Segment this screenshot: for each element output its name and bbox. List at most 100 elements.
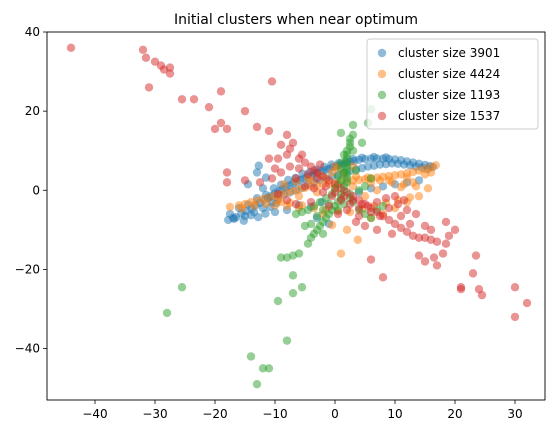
data-point <box>250 202 258 210</box>
data-point <box>271 201 279 209</box>
data-point <box>265 364 273 372</box>
data-point <box>241 176 249 184</box>
data-point <box>178 283 186 291</box>
data-point <box>301 222 309 230</box>
x-tick-label: −30 <box>142 407 167 421</box>
data-point <box>457 283 465 291</box>
y-tick-label: −20 <box>15 262 40 276</box>
data-point <box>205 103 213 111</box>
x-tick-label: 0 <box>331 407 339 421</box>
data-point <box>349 131 357 139</box>
data-point <box>403 206 411 214</box>
data-point <box>370 153 378 161</box>
data-point <box>379 273 387 281</box>
data-point <box>283 336 291 344</box>
data-point <box>280 180 288 188</box>
data-point <box>469 269 477 277</box>
data-point <box>337 196 345 204</box>
data-point <box>364 202 372 210</box>
data-point <box>265 127 273 135</box>
data-point <box>319 188 327 196</box>
data-point <box>349 147 357 155</box>
data-point <box>328 221 336 229</box>
y-tick-label: −40 <box>15 342 40 356</box>
data-point <box>415 251 423 259</box>
x-tick-label: 10 <box>387 407 402 421</box>
data-point <box>274 154 282 162</box>
data-point <box>340 150 348 158</box>
data-point <box>397 212 405 220</box>
data-point <box>439 249 447 257</box>
data-point <box>304 240 312 248</box>
data-point <box>274 297 282 305</box>
data-point <box>442 240 450 248</box>
data-point <box>337 129 345 137</box>
data-point <box>343 206 351 214</box>
data-point <box>325 202 333 210</box>
data-point <box>190 95 198 103</box>
data-point <box>385 176 393 184</box>
data-point <box>358 139 366 147</box>
legend-marker <box>378 112 386 120</box>
data-point <box>253 123 261 131</box>
data-point <box>433 261 441 269</box>
data-point <box>400 196 408 204</box>
data-point <box>295 192 303 200</box>
data-point <box>472 251 480 259</box>
data-point <box>298 283 306 291</box>
data-point <box>352 166 360 174</box>
y-tick-label: 0 <box>32 183 40 197</box>
data-point <box>307 198 315 206</box>
data-point <box>247 211 255 219</box>
data-point <box>391 192 399 200</box>
data-point <box>421 257 429 265</box>
x-tick-label: −10 <box>262 407 287 421</box>
data-point <box>226 203 234 211</box>
data-point <box>313 174 321 182</box>
legend-marker <box>378 91 386 99</box>
data-point <box>253 380 261 388</box>
data-point <box>427 168 435 176</box>
data-point <box>292 174 300 182</box>
data-point <box>319 230 327 238</box>
legend-marker <box>378 49 386 57</box>
data-point <box>382 194 390 202</box>
data-point <box>352 218 360 226</box>
legend-marker <box>378 70 386 78</box>
data-point <box>286 162 294 170</box>
data-point <box>211 125 219 133</box>
data-point <box>295 164 303 172</box>
data-point <box>262 200 270 208</box>
data-point <box>247 352 255 360</box>
data-point <box>271 164 279 172</box>
legend-label: cluster size 4424 <box>398 67 500 81</box>
data-point <box>421 222 429 230</box>
data-point <box>445 232 453 240</box>
data-point <box>240 217 248 225</box>
data-point <box>511 283 519 291</box>
data-point <box>373 186 381 194</box>
data-point <box>223 168 231 176</box>
data-point <box>142 54 150 62</box>
data-point <box>283 196 291 204</box>
data-point <box>358 154 366 162</box>
y-tick-label: 20 <box>25 104 40 118</box>
data-point <box>478 291 486 299</box>
data-point <box>442 218 450 226</box>
data-point <box>367 174 375 182</box>
data-point <box>139 46 147 54</box>
x-tick-label: −40 <box>82 407 107 421</box>
legend-label: cluster size 3901 <box>398 46 500 60</box>
data-point <box>373 198 381 206</box>
data-point <box>261 209 269 217</box>
data-point <box>223 178 231 186</box>
x-tick-label: 20 <box>447 407 462 421</box>
data-point <box>292 200 300 208</box>
data-point <box>334 172 342 180</box>
data-point <box>361 182 369 190</box>
data-point <box>406 220 414 228</box>
data-point <box>424 184 432 192</box>
data-point <box>397 183 405 191</box>
data-point <box>432 161 440 169</box>
